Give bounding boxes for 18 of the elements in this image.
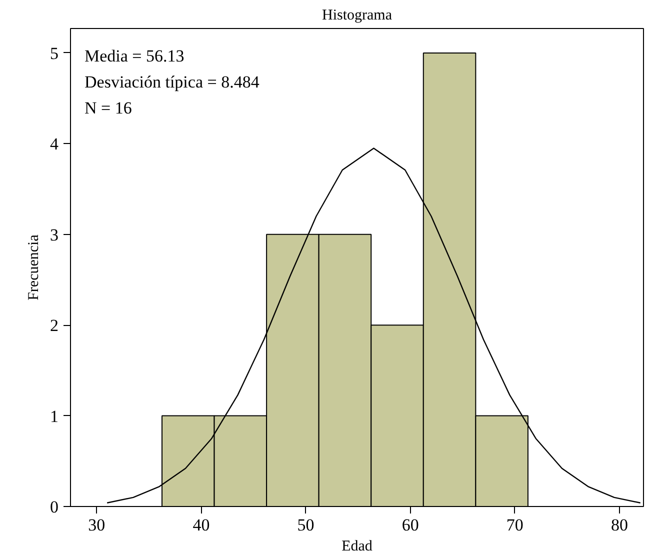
- annotation: Desviación típica = 8.484: [84, 72, 260, 92]
- x-axis-title: Edad: [342, 538, 373, 554]
- chart-title: Histograma: [322, 8, 392, 24]
- y-axis-title: Frecuencia: [26, 234, 42, 300]
- y-tick-label: 1: [50, 406, 58, 426]
- x-tick-label: 50: [297, 516, 314, 534]
- x-tick-label: 40: [192, 516, 210, 534]
- annotation: Media = 56.13: [84, 46, 184, 66]
- y-tick-label: 4: [50, 134, 59, 154]
- y-tick-label: 3: [50, 225, 58, 244]
- x-tick-label: 70: [506, 516, 524, 534]
- y-tick-label: 0: [50, 498, 58, 516]
- x-tick-label: 80: [610, 516, 628, 534]
- x-tick-label: 30: [88, 516, 106, 534]
- y-tick-label: 2: [50, 316, 58, 336]
- x-tick-label: 60: [402, 516, 419, 534]
- y-tick-label: 5: [50, 44, 58, 63]
- annotation: N = 16: [84, 98, 132, 118]
